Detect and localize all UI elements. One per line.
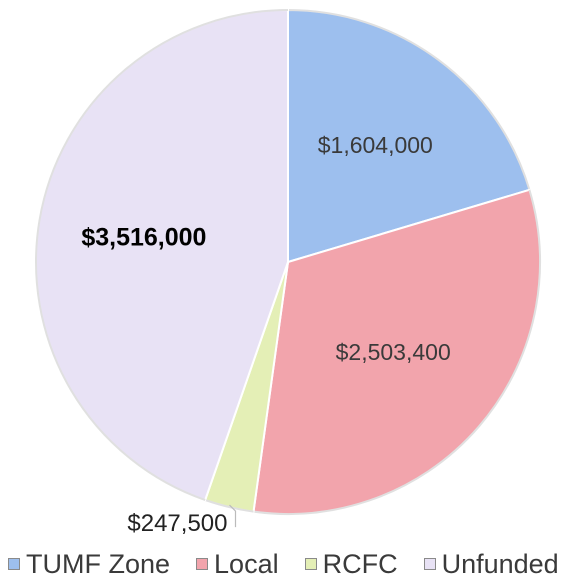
pie-slice-tumf-zone (287, 8, 531, 264)
legend-item-rcfc: RCFC (304, 548, 398, 580)
pie-slice-edge-tumf-zone (287, 9, 531, 191)
pie-slice-edge-unfunded (35, 9, 289, 501)
legend-swatch-tumf-zone (8, 558, 20, 570)
legend-item-unfunded: Unfunded (423, 548, 559, 580)
data-labels: $1,604,000 $2,503,400 $247,500 $3,516,000 (81, 132, 450, 537)
pie-slice-edge-local (253, 189, 541, 515)
legend: TUMF Zone Local RCFC Unfunded (8, 549, 568, 579)
legend-label-local: Local (214, 548, 279, 579)
leader-line-rcfc (229, 504, 237, 528)
legend-swatch-rcfc (304, 558, 317, 570)
legend-label-rcfc: RCFC (322, 548, 398, 579)
data-label-unfunded: $3,516,000 (81, 224, 206, 252)
legend-label-unfunded: Unfunded (441, 548, 559, 579)
pie-slice-unfunded (35, 8, 289, 502)
legend-swatch-unfunded (423, 558, 436, 570)
legend-item-tumf-zone: TUMF Zone (8, 549, 170, 580)
data-label-tumf-zone: $1,604,000 (318, 132, 433, 158)
legend-swatch-local (196, 558, 209, 570)
pie-slice-local (252, 188, 541, 515)
data-label-local: $2,503,400 (336, 339, 451, 365)
legend-label-tumf-zone: TUMF Zone (26, 548, 171, 579)
data-label-rcfc: $247,500 (127, 510, 227, 537)
legend-item-local: Local (196, 549, 279, 580)
pie-slices (35, 8, 541, 515)
